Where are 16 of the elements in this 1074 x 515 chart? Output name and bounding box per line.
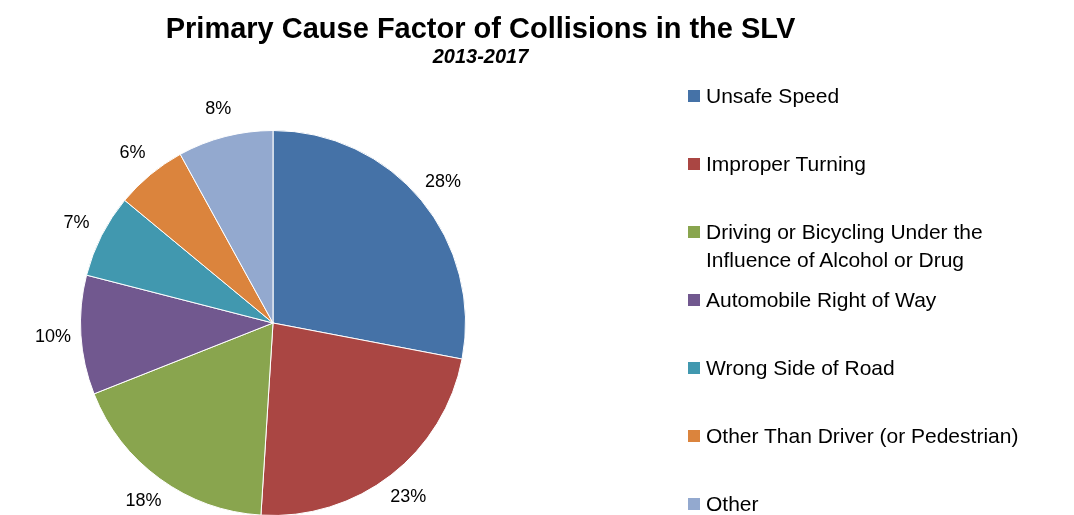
legend-label: Wrong Side of Road — [706, 355, 895, 381]
legend-label: Improper Turning — [706, 151, 866, 177]
data-label: 28% — [424, 171, 461, 192]
data-label: 23% — [390, 486, 427, 507]
legend-label: Unsafe Speed — [706, 83, 840, 109]
chart-subtitle: 2013-2017 — [431, 45, 530, 68]
data-label: 10% — [34, 325, 71, 346]
data-label: 8% — [205, 98, 232, 119]
chart-title: Primary Cause Factor of Collisions in the SLV — [164, 12, 797, 45]
legend-label: Driving or Bicycling Under the Influence of Alcohol or Drug — [706, 219, 984, 273]
legend-label: Other Than Driver (or Pedestrian) — [706, 423, 1019, 449]
data-label: 7% — [63, 211, 90, 232]
data-label: 18% — [125, 490, 162, 511]
data-label: 6% — [119, 142, 146, 163]
legend-label: Other — [706, 491, 759, 515]
legend-label: Automobile Right of Way — [706, 287, 937, 313]
